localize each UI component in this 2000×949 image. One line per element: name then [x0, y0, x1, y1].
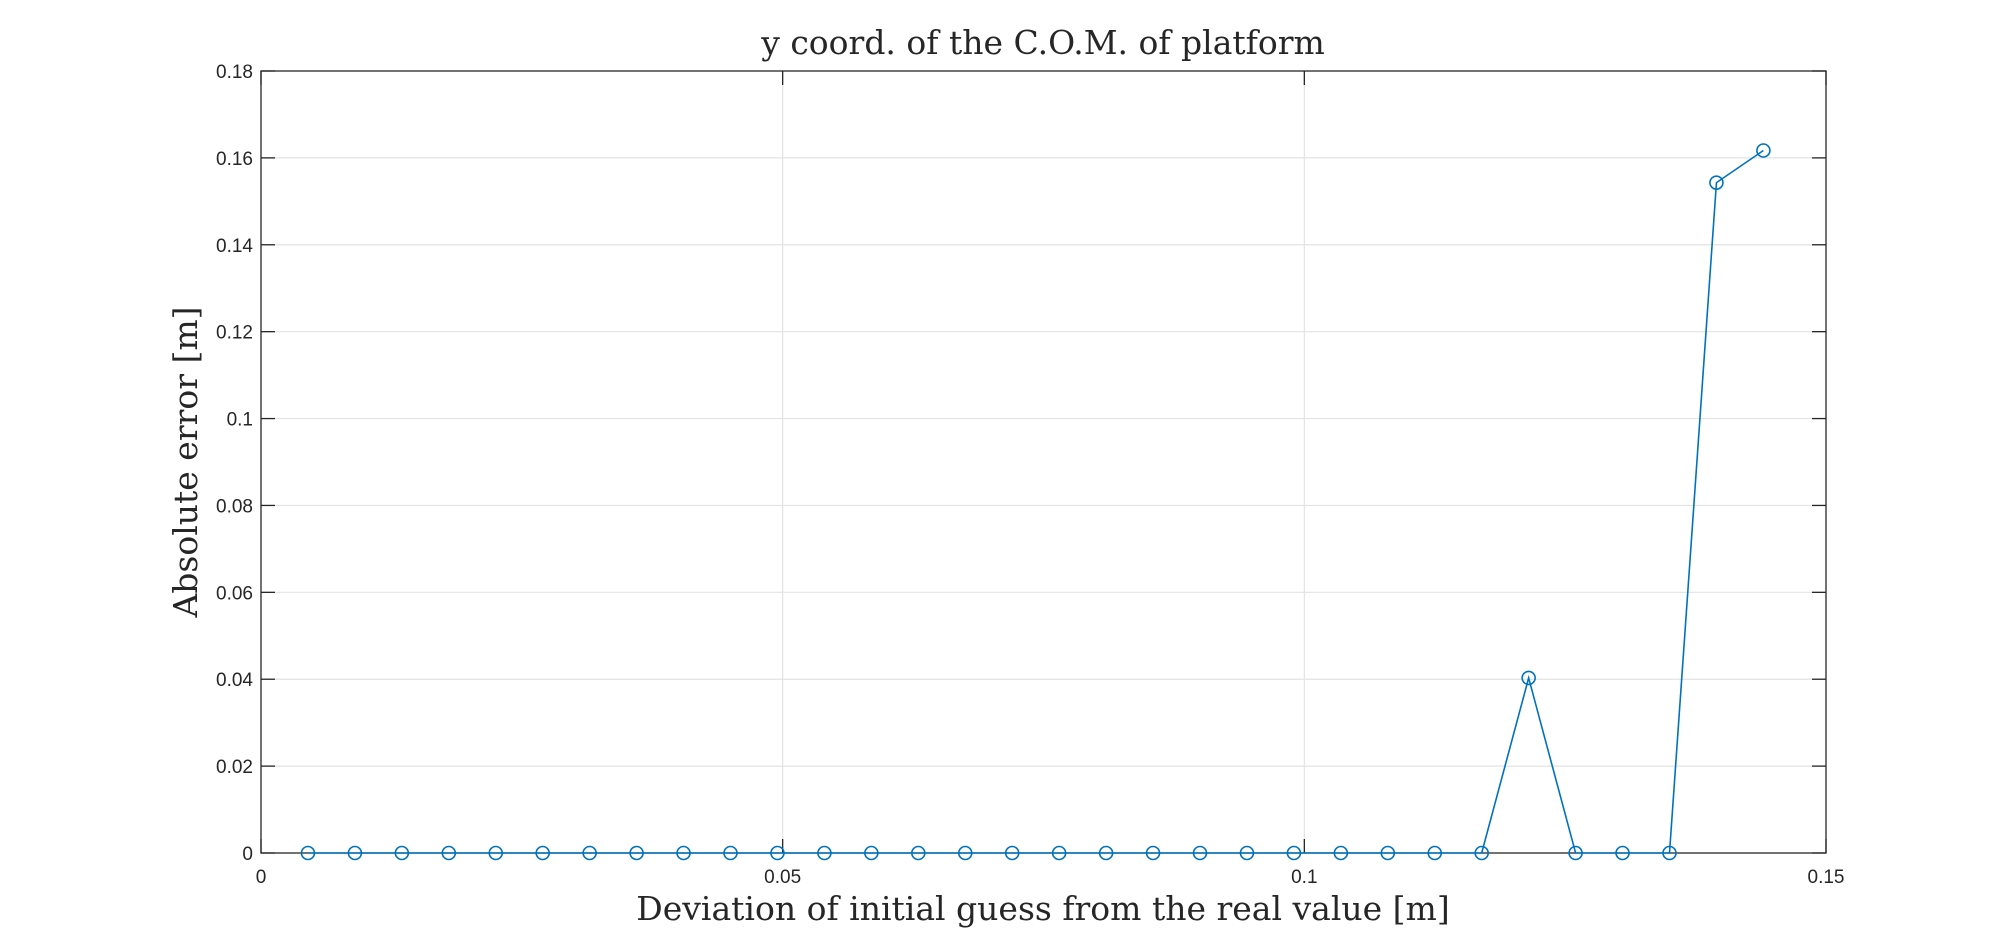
y-tick-label: 0.16: [216, 149, 253, 170]
chart-title: y coord. of the C.O.M. of platform: [760, 23, 1325, 62]
data-point-marker: [1474, 845, 1489, 861]
data-point-marker: [535, 845, 551, 861]
x-axis-label: Deviation of initial guess from the real…: [636, 889, 1449, 928]
data-point-marker: [864, 845, 879, 861]
data-point-marker: [1333, 845, 1349, 861]
x-tick-label: 0.05: [764, 867, 801, 888]
y-axis-label: Absolute error [m]: [166, 306, 205, 618]
data-point-marker: [676, 845, 691, 861]
data-point-marker: [770, 845, 785, 861]
y-tick-labels: 0 0.02 0.04 0.06 0.08 0.1 0.12 0.14 0.16 0.18: [216, 62, 253, 865]
data-point-marker: [1427, 845, 1443, 861]
series-line: [307, 149, 1764, 854]
data-point-marker: [1709, 175, 1724, 190]
data-point-marker: [723, 845, 738, 861]
data-point-marker: [1568, 845, 1583, 861]
y-tick-label: 0.1: [227, 410, 253, 431]
y-tick-label: 0.14: [216, 236, 253, 257]
data-point-marker: [582, 845, 597, 861]
data-point-marker: [1145, 845, 1161, 861]
x-tick-labels: 0 0.05 0.1 0.15: [256, 867, 1845, 888]
data-point-marker: [488, 845, 504, 861]
data-point-marker: [1098, 845, 1114, 861]
data-point-marker: [1662, 845, 1677, 861]
data-point-marker: [1756, 143, 1771, 158]
y-tick-label: 0.12: [216, 323, 253, 344]
data-point-marker: [817, 845, 832, 861]
x-tick-label: 0: [256, 867, 267, 888]
data-point-marker: [1615, 845, 1630, 861]
y-tick-label: 0.04: [216, 670, 253, 691]
y-tick-label: 0.06: [216, 583, 253, 604]
data-point-marker: [910, 845, 926, 861]
data-point-marker: [394, 845, 410, 861]
data-point-marker: [347, 845, 363, 861]
data-point-marker: [1051, 845, 1067, 861]
data-point-marker: [1380, 845, 1396, 861]
data-point-marker: [957, 845, 973, 861]
y-tick-label: 0.18: [216, 62, 253, 83]
y-tick-label: 0.08: [216, 496, 253, 517]
grid-lines: [261, 71, 1826, 853]
data-point-marker: [1521, 670, 1536, 686]
data-point-marker: [441, 845, 457, 861]
data-point-marker: [1004, 845, 1020, 861]
data-point-marker: [1239, 845, 1255, 861]
x-tick-label: 0.15: [1808, 867, 1845, 888]
data-point-marker: [300, 845, 316, 861]
x-tick-label: 0.1: [1291, 867, 1317, 888]
data-series: [300, 143, 1771, 861]
data-point-marker: [629, 845, 644, 861]
data-point-marker: [1286, 845, 1302, 861]
y-tick-label: 0.02: [216, 757, 253, 778]
data-point-marker: [1192, 845, 1208, 861]
y-tick-label: 0: [242, 844, 253, 865]
plot-area: [261, 71, 1826, 853]
